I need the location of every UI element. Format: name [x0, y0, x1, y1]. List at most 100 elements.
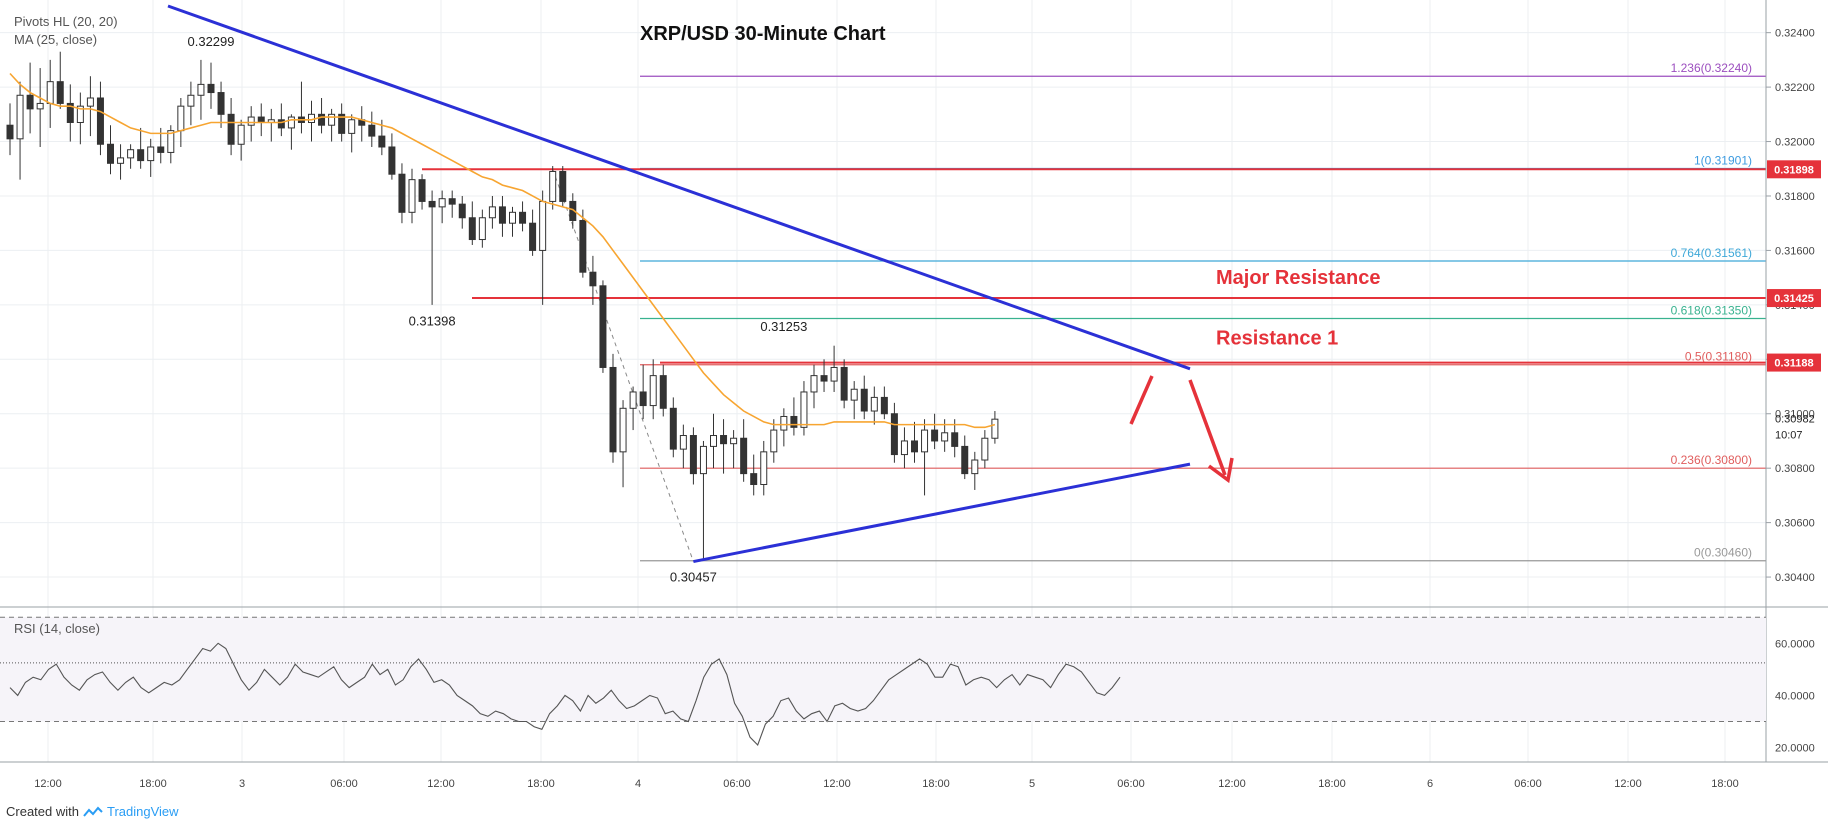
fib-level-label: 0.618(0.31350)	[1671, 303, 1752, 317]
time-tick-label: 12:00	[1218, 778, 1246, 790]
candle-down	[860, 388, 868, 412]
last-price-label: 0.30982	[1775, 414, 1815, 426]
candle-down	[911, 440, 918, 453]
candle-down	[559, 170, 567, 202]
candle-down	[468, 217, 476, 241]
candle-down	[589, 271, 597, 287]
candle-down	[579, 219, 587, 273]
candle-up	[16, 94, 24, 140]
candle-up	[147, 146, 155, 162]
candle-up	[36, 102, 44, 110]
candle-up	[328, 113, 336, 126]
candle-down	[428, 200, 436, 208]
candle-up	[197, 83, 205, 96]
chart-title: XRP/USD 30-Minute Chart	[640, 23, 886, 45]
time-tick-label: 06:00	[1117, 778, 1145, 790]
trendlines	[167, 4, 1191, 564]
time-tick-label: 12:00	[1614, 778, 1642, 790]
candle-down	[257, 116, 265, 123]
fib-level-label: 1.236(0.32240)	[1671, 61, 1752, 75]
fib-level-label: 0.236(0.30800)	[1671, 453, 1752, 467]
projection-down-arrow	[1188, 379, 1227, 476]
candle-down	[277, 119, 285, 129]
candle-up	[509, 211, 516, 224]
candle-down	[689, 435, 697, 475]
candle-down	[659, 375, 667, 409]
candle-up	[237, 124, 245, 145]
time-tick-label: 18:00	[527, 778, 555, 790]
price-tick-label: 0.32000	[1775, 137, 1815, 149]
time-tick-label: 6	[1427, 778, 1433, 790]
time-tick-label: 5	[1029, 778, 1035, 790]
rsi-legend[interactable]: RSI (14, close)	[14, 621, 100, 636]
candlesticks	[6, 51, 999, 561]
tradingview-logo-icon	[83, 806, 103, 817]
descending-trendline	[167, 4, 1191, 371]
candle-down	[56, 81, 64, 104]
footer[interactable]: Created with TradingView	[6, 804, 179, 819]
rsi-axis[interactable]: 20.0000 40.0000 60.0000	[1775, 638, 1815, 754]
candle-up	[971, 459, 979, 475]
candle-down	[418, 179, 426, 202]
projection-arrows	[1129, 375, 1234, 484]
candle-up	[800, 391, 808, 428]
candle-down	[750, 473, 758, 486]
rsi-line	[9, 642, 1121, 746]
candle-down	[498, 206, 506, 224]
candle-up	[770, 429, 778, 453]
candle-up	[679, 435, 687, 450]
candle-down	[26, 94, 34, 110]
candle-up	[247, 116, 255, 126]
candle-down	[890, 413, 898, 456]
fib-level-label: 0.5(0.31180)	[1685, 350, 1752, 364]
candle-up	[488, 206, 496, 219]
candle-up	[76, 105, 84, 123]
candle-down	[207, 83, 215, 94]
candle-up	[177, 105, 185, 132]
price-tick-label: 0.31000	[1775, 409, 1815, 421]
rsi-pane	[0, 616, 1766, 746]
candle-up	[830, 366, 838, 382]
candle-up	[710, 435, 717, 447]
time-tick-label: 18:00	[922, 778, 950, 790]
candle-up	[629, 391, 637, 409]
candle-down	[961, 445, 969, 475]
candle-down	[458, 203, 466, 219]
time-tick-label: 06:00	[723, 778, 751, 790]
candle-down	[720, 435, 728, 445]
rsi-tick-label: 60.0000	[1775, 638, 1815, 650]
candle-up	[86, 97, 94, 107]
candle-up	[850, 388, 858, 401]
candle-down	[669, 407, 677, 450]
candle-down	[6, 124, 14, 140]
candle-up	[127, 149, 135, 159]
candle-down	[137, 149, 145, 162]
candle-up	[900, 440, 908, 456]
time-tick-label: 18:00	[1711, 778, 1739, 790]
time-tick-label: 12:00	[823, 778, 851, 790]
candle-down	[529, 222, 537, 251]
fib-level-label: 0.764(0.31561)	[1671, 246, 1752, 260]
candle-up	[167, 130, 175, 153]
ma-legend[interactable]: MA (25, close)	[14, 32, 98, 47]
fib-level-label: 0(0.30460)	[1694, 546, 1752, 560]
price-tick-label: 0.30800	[1775, 463, 1815, 475]
candle-up	[46, 81, 54, 104]
candle-down	[790, 415, 798, 428]
candle-up	[287, 116, 295, 129]
pivot-labels: 0.32299 0.31398 0.31253 0.30457	[188, 34, 808, 584]
rsi-tick-label: 20.0000	[1775, 743, 1815, 755]
created-with-text: Created with	[6, 804, 79, 819]
time-axis[interactable]: 12:00 18:00 3 06:00 12:00 18:00 4 06:00 12:00 18:…	[34, 778, 1739, 790]
countdown-label: 10:07	[1775, 430, 1803, 442]
price-badge	[1767, 353, 1821, 372]
candle-up	[981, 437, 989, 461]
candle-up	[478, 217, 486, 241]
candle-down	[107, 143, 114, 164]
candle-up	[941, 432, 949, 442]
candle-down	[227, 113, 235, 145]
candle-down	[368, 124, 376, 137]
price-tick-label: 0.31800	[1775, 191, 1815, 203]
pivots-legend[interactable]: Pivots HL (20, 20)	[14, 14, 118, 29]
